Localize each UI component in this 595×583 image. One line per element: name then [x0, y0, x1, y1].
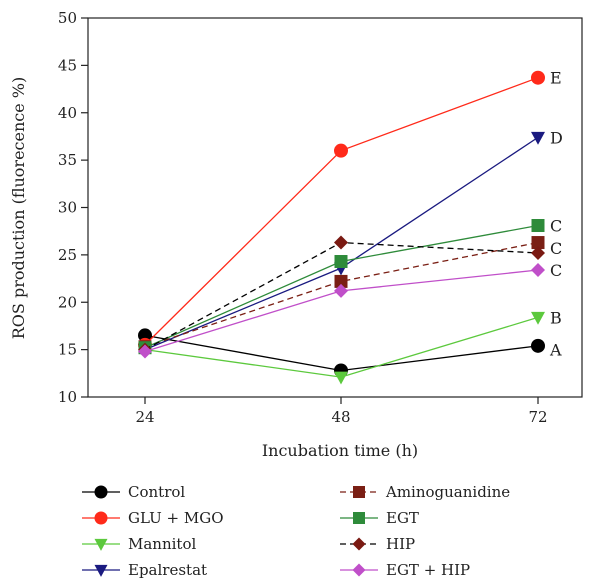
series-layer	[138, 70, 545, 385]
data-point	[531, 219, 545, 233]
series-mannitol	[138, 311, 545, 385]
data-point	[353, 512, 365, 524]
data-point	[94, 511, 108, 525]
x-tick-label: 24	[135, 408, 154, 426]
legend-label: HIP	[386, 535, 415, 553]
data-point	[531, 70, 545, 85]
y-tick-label: 20	[58, 293, 77, 311]
data-point	[531, 263, 545, 278]
y-axis-title: ROS production (fluorecence %)	[9, 77, 28, 339]
x-tick-label: 72	[528, 408, 547, 426]
y-tick-label: 35	[58, 151, 77, 169]
data-point	[334, 143, 348, 158]
data-point	[531, 131, 545, 145]
legend-label: EGT + HIP	[386, 561, 470, 579]
legend-label: Epalrestat	[128, 561, 207, 579]
data-point	[138, 344, 152, 359]
data-point	[531, 236, 545, 250]
data-point	[334, 283, 348, 298]
legend-label: Mannitol	[128, 535, 196, 553]
data-point	[94, 564, 108, 577]
legend-label: GLU + MGO	[128, 509, 224, 527]
series-line	[144, 77, 539, 346]
data-point	[531, 311, 545, 325]
data-point	[94, 538, 108, 551]
y-tick-label: 15	[58, 341, 77, 359]
series-egt	[138, 219, 545, 355]
legend-label: EGT	[386, 509, 419, 527]
y-tick-label: 30	[58, 199, 77, 217]
legend-item: GLU + MGO	[82, 509, 224, 527]
data-point	[94, 485, 108, 499]
series-control	[138, 328, 545, 378]
group-label: D	[550, 128, 563, 147]
legend-item: EGT	[340, 509, 419, 527]
y-tick-label: 25	[58, 246, 77, 264]
legend-item: Mannitol	[82, 535, 196, 553]
group-label: B	[550, 308, 562, 327]
series-egt-hip	[138, 263, 545, 359]
group-label: C	[550, 217, 562, 236]
data-point	[353, 486, 365, 498]
legend-item: EGT + HIP	[340, 561, 470, 579]
group-label: C	[550, 239, 562, 258]
legend-item: Epalrestat	[82, 561, 207, 579]
axes: 10 15 20 25 30 35 40 45 50 24 48 72	[58, 9, 583, 426]
data-point	[352, 563, 366, 577]
legend-item: Control	[82, 483, 185, 501]
y-tick-label: 45	[58, 56, 77, 74]
data-point	[334, 255, 348, 269]
y-tick-label: 40	[58, 104, 77, 122]
series-glu-mgo	[138, 70, 545, 352]
group-label: C	[550, 261, 562, 280]
data-point	[334, 371, 348, 385]
legend-item: HIP	[340, 535, 415, 553]
group-label: E	[550, 69, 562, 88]
data-point	[334, 274, 348, 288]
legend-label: Aminoguanidine	[385, 483, 510, 501]
group-label: A	[549, 341, 562, 360]
data-point	[334, 235, 348, 250]
x-tick-label: 48	[331, 408, 350, 426]
legend-item: Aminoguanidine	[340, 483, 510, 501]
data-point	[531, 245, 545, 260]
legend-label: Control	[128, 483, 185, 501]
data-point	[531, 338, 545, 353]
series-line	[144, 241, 539, 348]
y-tick-label: 50	[58, 9, 77, 27]
y-tick-label: 10	[58, 388, 77, 406]
data-point	[352, 537, 366, 551]
x-axis-title: Incubation time (h)	[262, 441, 418, 460]
legend: Control GLU + MGO Mannitol Epalrestat Aminog…	[82, 483, 510, 579]
